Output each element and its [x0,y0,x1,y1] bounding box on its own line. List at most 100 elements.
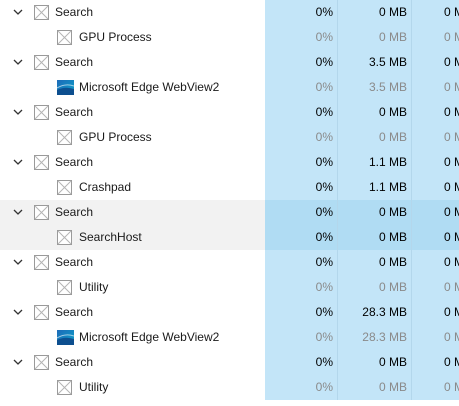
blank-app-icon [57,380,72,395]
process-child-row[interactable]: GPU Process 0%0 MB0 M [0,125,459,150]
disk-cell: 0 M [411,300,459,325]
disk-cell: 0 M [411,175,459,200]
process-group-row[interactable]: Search 0%0 MB0 M [0,350,459,375]
memory-cell: 1.1 MB [337,150,411,175]
blank-app-icon [34,5,49,20]
name-cell[interactable]: Search [0,150,265,175]
name-cell[interactable]: Search [0,50,265,75]
edge-webview2-icon [57,80,74,95]
disk-cell: 0 M [411,125,459,150]
cpu-cell: 0% [265,25,337,50]
process-name: Microsoft Edge WebView2 [79,330,220,344]
process-group-row[interactable]: Search 0%1.1 MB0 M [0,150,459,175]
cpu-cell: 0% [265,225,337,250]
process-group-row[interactable]: Search 0%0 MB0 M [0,250,459,275]
process-name: SearchHost [79,230,142,244]
name-cell[interactable]: Microsoft Edge WebView2 [0,325,265,350]
cpu-cell: 0% [265,200,337,225]
process-name: Search [55,105,94,119]
cpu-cell: 0% [265,100,337,125]
process-child-row[interactable]: Microsoft Edge WebView2 0%28.3 MB0 M [0,325,459,350]
chevron-down-icon[interactable] [12,306,24,318]
memory-cell: 0 MB [337,0,411,25]
blank-app-icon [57,130,72,145]
process-child-row[interactable]: Microsoft Edge WebView2 0%3.5 MB0 M [0,75,459,100]
chevron-down-icon[interactable] [12,156,24,168]
name-cell[interactable]: Search [0,200,265,225]
cpu-cell: 0% [265,75,337,100]
process-name: Search [55,55,94,69]
disk-cell: 0 M [411,200,459,225]
process-child-row[interactable]: Utility 0%0 MB0 M [0,275,459,300]
blank-app-icon [34,55,49,70]
cpu-cell: 0% [265,0,337,25]
name-cell[interactable]: GPU Process [0,25,265,50]
process-child-row[interactable]: SearchHost 0%0 MB0 M [0,225,459,250]
process-child-row[interactable]: Crashpad 0%1.1 MB0 M [0,175,459,200]
name-cell[interactable]: Microsoft Edge WebView2 [0,75,265,100]
chevron-down-icon[interactable] [12,106,24,118]
disk-cell: 0 M [411,325,459,350]
process-group-row[interactable]: Search 0%0 MB0 M [0,0,459,25]
blank-app-icon [34,355,49,370]
blank-app-icon [34,105,49,120]
disk-cell: 0 M [411,250,459,275]
memory-cell: 0 MB [337,275,411,300]
process-name: Utility [79,380,109,394]
name-cell[interactable]: Utility [0,275,265,300]
blank-app-icon [57,230,72,245]
process-name: Search [55,355,94,369]
process-group-row[interactable]: Search 0%0 MB0 M [0,200,459,225]
cpu-cell: 0% [265,325,337,350]
disk-cell: 0 M [411,350,459,375]
chevron-down-icon[interactable] [12,206,24,218]
blank-app-icon [57,30,72,45]
process-name: Utility [79,280,109,294]
process-name: Microsoft Edge WebView2 [79,80,220,94]
name-cell[interactable]: Crashpad [0,175,265,200]
process-group-row[interactable]: Search 0%3.5 MB0 M [0,50,459,75]
process-name: Search [55,305,94,319]
cpu-cell: 0% [265,250,337,275]
name-cell[interactable]: Utility [0,375,265,400]
disk-cell: 0 M [411,0,459,25]
chevron-down-icon[interactable] [12,56,24,68]
disk-cell: 0 M [411,100,459,125]
name-cell[interactable]: Search [0,300,265,325]
memory-cell: 0 MB [337,350,411,375]
memory-cell: 0 MB [337,225,411,250]
memory-cell: 3.5 MB [337,75,411,100]
name-cell[interactable]: GPU Process [0,125,265,150]
name-cell[interactable]: Search [0,350,265,375]
chevron-down-icon[interactable] [12,6,24,18]
process-name: Search [55,155,94,169]
memory-cell: 0 MB [337,125,411,150]
process-child-row[interactable]: Utility 0%0 MB0 M [0,375,459,400]
process-group-row[interactable]: Search 0%0 MB0 M [0,100,459,125]
memory-cell: 3.5 MB [337,50,411,75]
process-group-row[interactable]: Search 0%28.3 MB0 M [0,300,459,325]
blank-app-icon [34,255,49,270]
disk-cell: 0 M [411,225,459,250]
chevron-down-icon[interactable] [12,356,24,368]
name-cell[interactable]: Search [0,100,265,125]
name-cell[interactable]: SearchHost [0,225,265,250]
process-name: Search [55,205,94,219]
process-name: Search [55,255,94,269]
cpu-cell: 0% [265,50,337,75]
blank-app-icon [57,180,72,195]
memory-cell: 0 MB [337,250,411,275]
cpu-cell: 0% [265,300,337,325]
disk-cell: 0 M [411,25,459,50]
chevron-down-icon[interactable] [12,256,24,268]
name-cell[interactable]: Search [0,0,265,25]
name-cell[interactable]: Search [0,250,265,275]
process-name: Search [55,5,94,19]
cpu-cell: 0% [265,375,337,400]
process-child-row[interactable]: GPU Process 0%0 MB0 M [0,25,459,50]
edge-webview2-icon [57,330,74,345]
blank-app-icon [34,155,49,170]
disk-cell: 0 M [411,75,459,100]
process-name: GPU Process [79,30,152,44]
